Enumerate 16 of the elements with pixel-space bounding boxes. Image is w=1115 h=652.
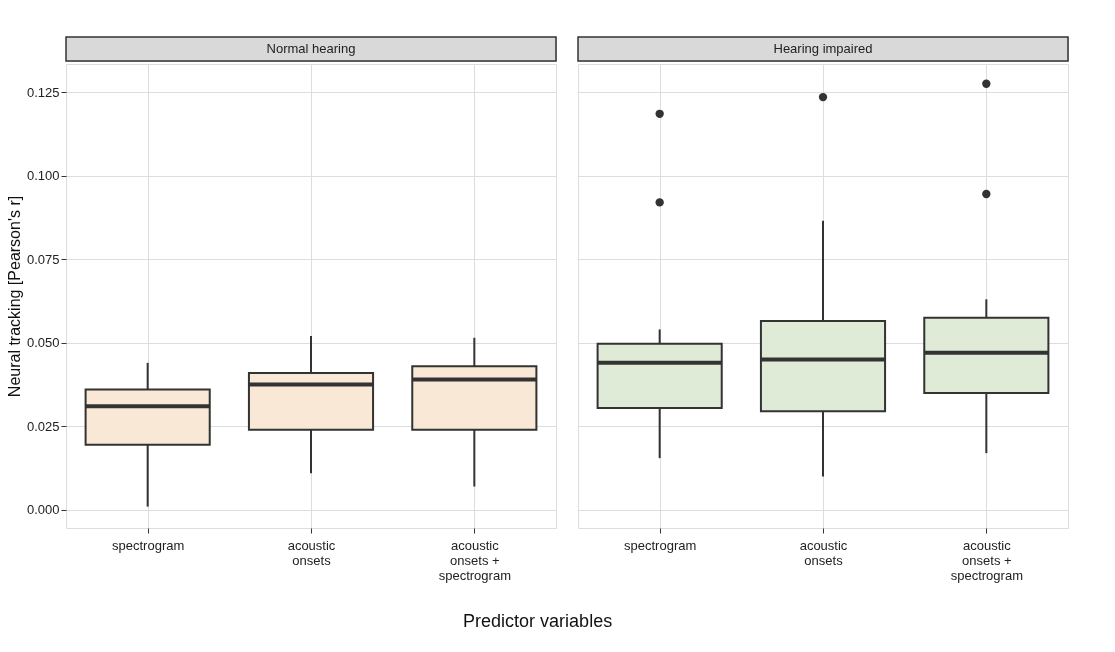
y-tick-label: 0.000	[26, 502, 60, 518]
y-axis-title: Neural tracking [Pearson's r]	[5, 195, 23, 398]
y-tick-label: 0.100	[26, 168, 60, 184]
x-tick-label: spectrogram	[624, 537, 697, 553]
x-tick-label: acoustic onsets	[799, 537, 848, 568]
x-tick-label: spectrogram	[112, 537, 185, 553]
chart-title: Hearing impaired	[773, 41, 873, 56]
y-tick-label: 0.050	[26, 335, 60, 351]
y-tick-label: 0.025	[26, 418, 60, 434]
y-tick-label: 0.125	[26, 84, 60, 100]
x-tick-label: acoustic onsets + spectrogram	[950, 537, 1023, 583]
x-tick-label: acoustic onsets	[287, 537, 336, 568]
x-tick-label: acoustic onsets + spectrogram	[438, 537, 511, 583]
x-axis-title: Predictor variables	[463, 610, 613, 631]
chart-title: Normal hearing	[266, 41, 356, 56]
y-tick-label: 0.075	[26, 251, 60, 267]
